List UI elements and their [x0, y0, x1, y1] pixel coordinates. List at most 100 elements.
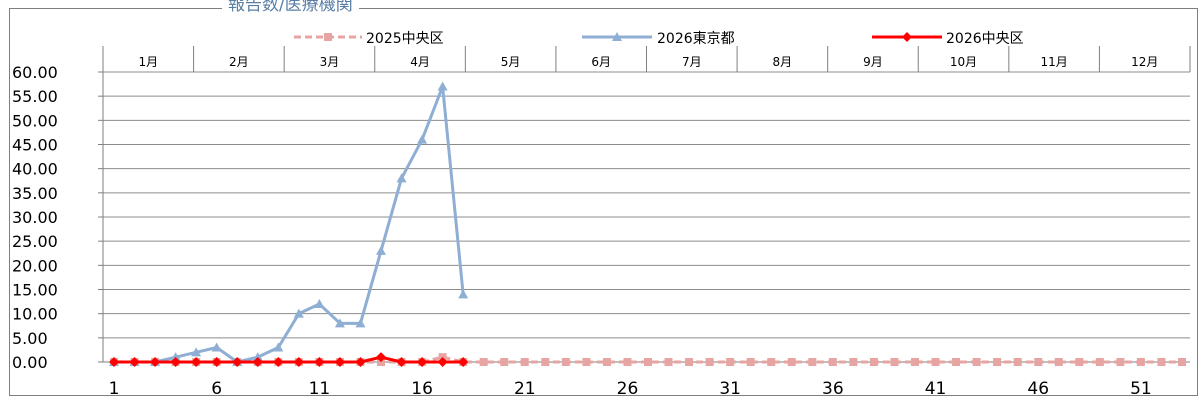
month-label: 7月 — [682, 55, 702, 69]
month-label: 9月 — [863, 55, 883, 69]
month-label: 11月 — [1040, 55, 1067, 69]
y-tick-label: 35.00 — [12, 184, 58, 203]
y-tick-label: 40.00 — [12, 160, 58, 179]
data-point — [1095, 358, 1104, 366]
data-point — [232, 357, 243, 367]
data-point — [644, 358, 652, 366]
data-point — [890, 358, 899, 366]
data-point — [191, 347, 202, 357]
month-label: 12月 — [1131, 55, 1158, 69]
data-point — [109, 357, 119, 367]
x-tick-label: 51 — [1130, 379, 1152, 399]
data-point — [808, 358, 817, 366]
x-tick-label: 16 — [411, 379, 433, 399]
data-point — [582, 358, 591, 366]
data-point — [273, 342, 284, 352]
x-tick-label: 21 — [514, 379, 536, 399]
data-point — [767, 358, 776, 366]
data-point — [972, 358, 981, 366]
data-point — [479, 358, 488, 366]
data-point — [355, 318, 366, 328]
chart-title: 報告数/医療機関 — [222, 0, 359, 15]
data-point — [334, 357, 345, 367]
y-tick-label: 10.00 — [12, 305, 58, 324]
data-point — [1054, 358, 1063, 366]
series-line — [114, 85, 465, 364]
data-point — [355, 357, 366, 367]
axes: 0.00 5.00 10.00 15.00 20.00 25.00 30.00 35.00 40… — [12, 46, 1190, 399]
data-point — [500, 358, 509, 366]
data-point — [623, 358, 632, 366]
data-point — [170, 357, 181, 367]
month-label: 10月 — [950, 55, 977, 69]
series-1 — [110, 353, 1186, 366]
data-point — [520, 358, 529, 366]
data-point — [191, 357, 202, 367]
data-point — [252, 357, 263, 367]
y-tick-label: 5.00 — [12, 329, 48, 348]
data-point — [931, 358, 940, 366]
data-point — [417, 134, 428, 144]
legend: 2025中央区 2026東京都 2026中央区 — [294, 31, 1024, 47]
data-point — [170, 352, 181, 362]
data-point — [705, 358, 714, 366]
legend-label: 2026東京都 — [657, 31, 735, 47]
data-point — [417, 357, 428, 367]
data-point — [293, 308, 304, 318]
data-point — [1075, 358, 1084, 366]
data-point — [1116, 358, 1125, 366]
data-point — [129, 357, 140, 367]
data-point — [396, 173, 407, 183]
series-2 — [109, 81, 469, 366]
data-point — [314, 357, 325, 367]
month-label: 8月 — [773, 55, 793, 69]
data-point — [612, 32, 622, 41]
data-point — [993, 358, 1002, 366]
x-tick-label: 6 — [211, 379, 222, 399]
data-point — [1034, 358, 1043, 366]
legend-entry: 2025中央区 — [294, 31, 444, 47]
data-point — [746, 358, 755, 366]
data-point — [849, 358, 858, 366]
data-point — [458, 357, 469, 367]
grid-lines — [103, 71, 1190, 363]
y-tick-label: 0.00 — [12, 353, 48, 372]
data-point — [324, 33, 332, 41]
y-tick-label: 45.00 — [12, 136, 58, 155]
data-point — [685, 358, 694, 366]
legend-label: 2026中央区 — [946, 31, 1024, 47]
month-label: 2月 — [229, 55, 249, 69]
data-point — [437, 81, 448, 91]
data-point — [314, 299, 325, 308]
x-tick-label: 1 — [109, 379, 120, 399]
data-point — [273, 357, 284, 367]
y-tick-label: 50.00 — [12, 111, 58, 130]
data-point — [561, 358, 570, 366]
y-tick-label: 20.00 — [12, 256, 58, 275]
x-tick-label: 36 — [822, 379, 844, 399]
data-point — [458, 289, 469, 299]
data-point — [376, 352, 386, 363]
y-tick-label: 15.00 — [12, 281, 58, 300]
data-point — [664, 358, 673, 366]
data-point — [952, 358, 961, 366]
x-tick-label: 46 — [1027, 379, 1049, 399]
legend-label: 2025中央区 — [366, 31, 444, 47]
x-tick-label: 26 — [617, 379, 639, 399]
y-tick-label: 55.00 — [12, 87, 58, 106]
month-label: 5月 — [501, 55, 521, 69]
data-point — [376, 245, 386, 255]
data-point — [437, 357, 448, 367]
data-point — [828, 358, 837, 366]
data-point — [150, 357, 161, 367]
y-tick-label: 60.00 — [12, 63, 58, 82]
data-point — [334, 318, 345, 328]
x-tick-label: 31 — [719, 379, 741, 399]
month-label: 1月 — [138, 55, 158, 69]
chart-frame: 報告数/医療機関 — [9, 0, 1198, 396]
data-point — [726, 358, 735, 366]
x-tick-label: 11 — [309, 379, 331, 399]
data-point — [211, 342, 222, 352]
month-label: 6月 — [591, 55, 611, 69]
